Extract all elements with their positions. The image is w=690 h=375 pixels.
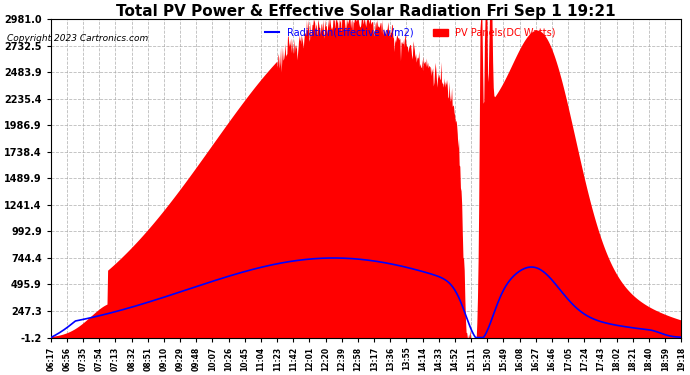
Text: Copyright 2023 Cartronics.com: Copyright 2023 Cartronics.com <box>7 34 148 43</box>
Legend: Radiation(Effective w/m2), PV Panels(DC Watts): Radiation(Effective w/m2), PV Panels(DC … <box>261 24 560 42</box>
Title: Total PV Power & Effective Solar Radiation Fri Sep 1 19:21: Total PV Power & Effective Solar Radiati… <box>116 4 616 19</box>
